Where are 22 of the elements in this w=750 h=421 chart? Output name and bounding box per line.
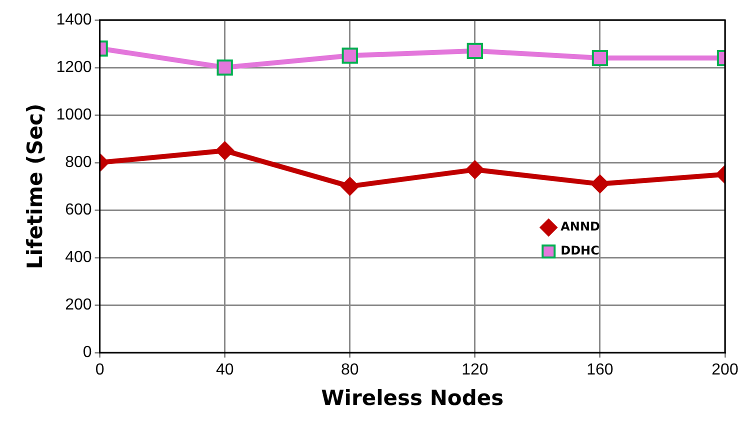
x-tick-label: 120 [462, 362, 488, 379]
x-tick-label: 0 [95, 362, 104, 379]
y-tick-label: 0 [82, 344, 92, 362]
x-tick-label: 200 [712, 362, 738, 379]
y-axis-title: Lifetime (Sec) [23, 103, 48, 270]
point [342, 48, 358, 64]
x-tick-label: 160 [586, 362, 614, 379]
y-tick-label: 1000 [56, 106, 92, 124]
y-tick-label: 400 [65, 248, 92, 266]
y-tick-label: 200 [65, 296, 92, 314]
point [465, 160, 484, 180]
legend-label: DDHC [560, 244, 600, 258]
legend-label: ANND [560, 220, 600, 234]
x-tick-label: 40 [216, 362, 234, 379]
point [466, 42, 483, 59]
y-tick-label: 1200 [56, 58, 92, 76]
y-tick-label: 1400 [56, 11, 92, 28]
point [340, 176, 360, 196]
x-axis-title: Wireless Nodes [321, 386, 504, 410]
x-tick-label: 80 [340, 362, 359, 379]
y-tick-label: 600 [65, 201, 92, 218]
y-tick-label: 800 [65, 154, 92, 171]
